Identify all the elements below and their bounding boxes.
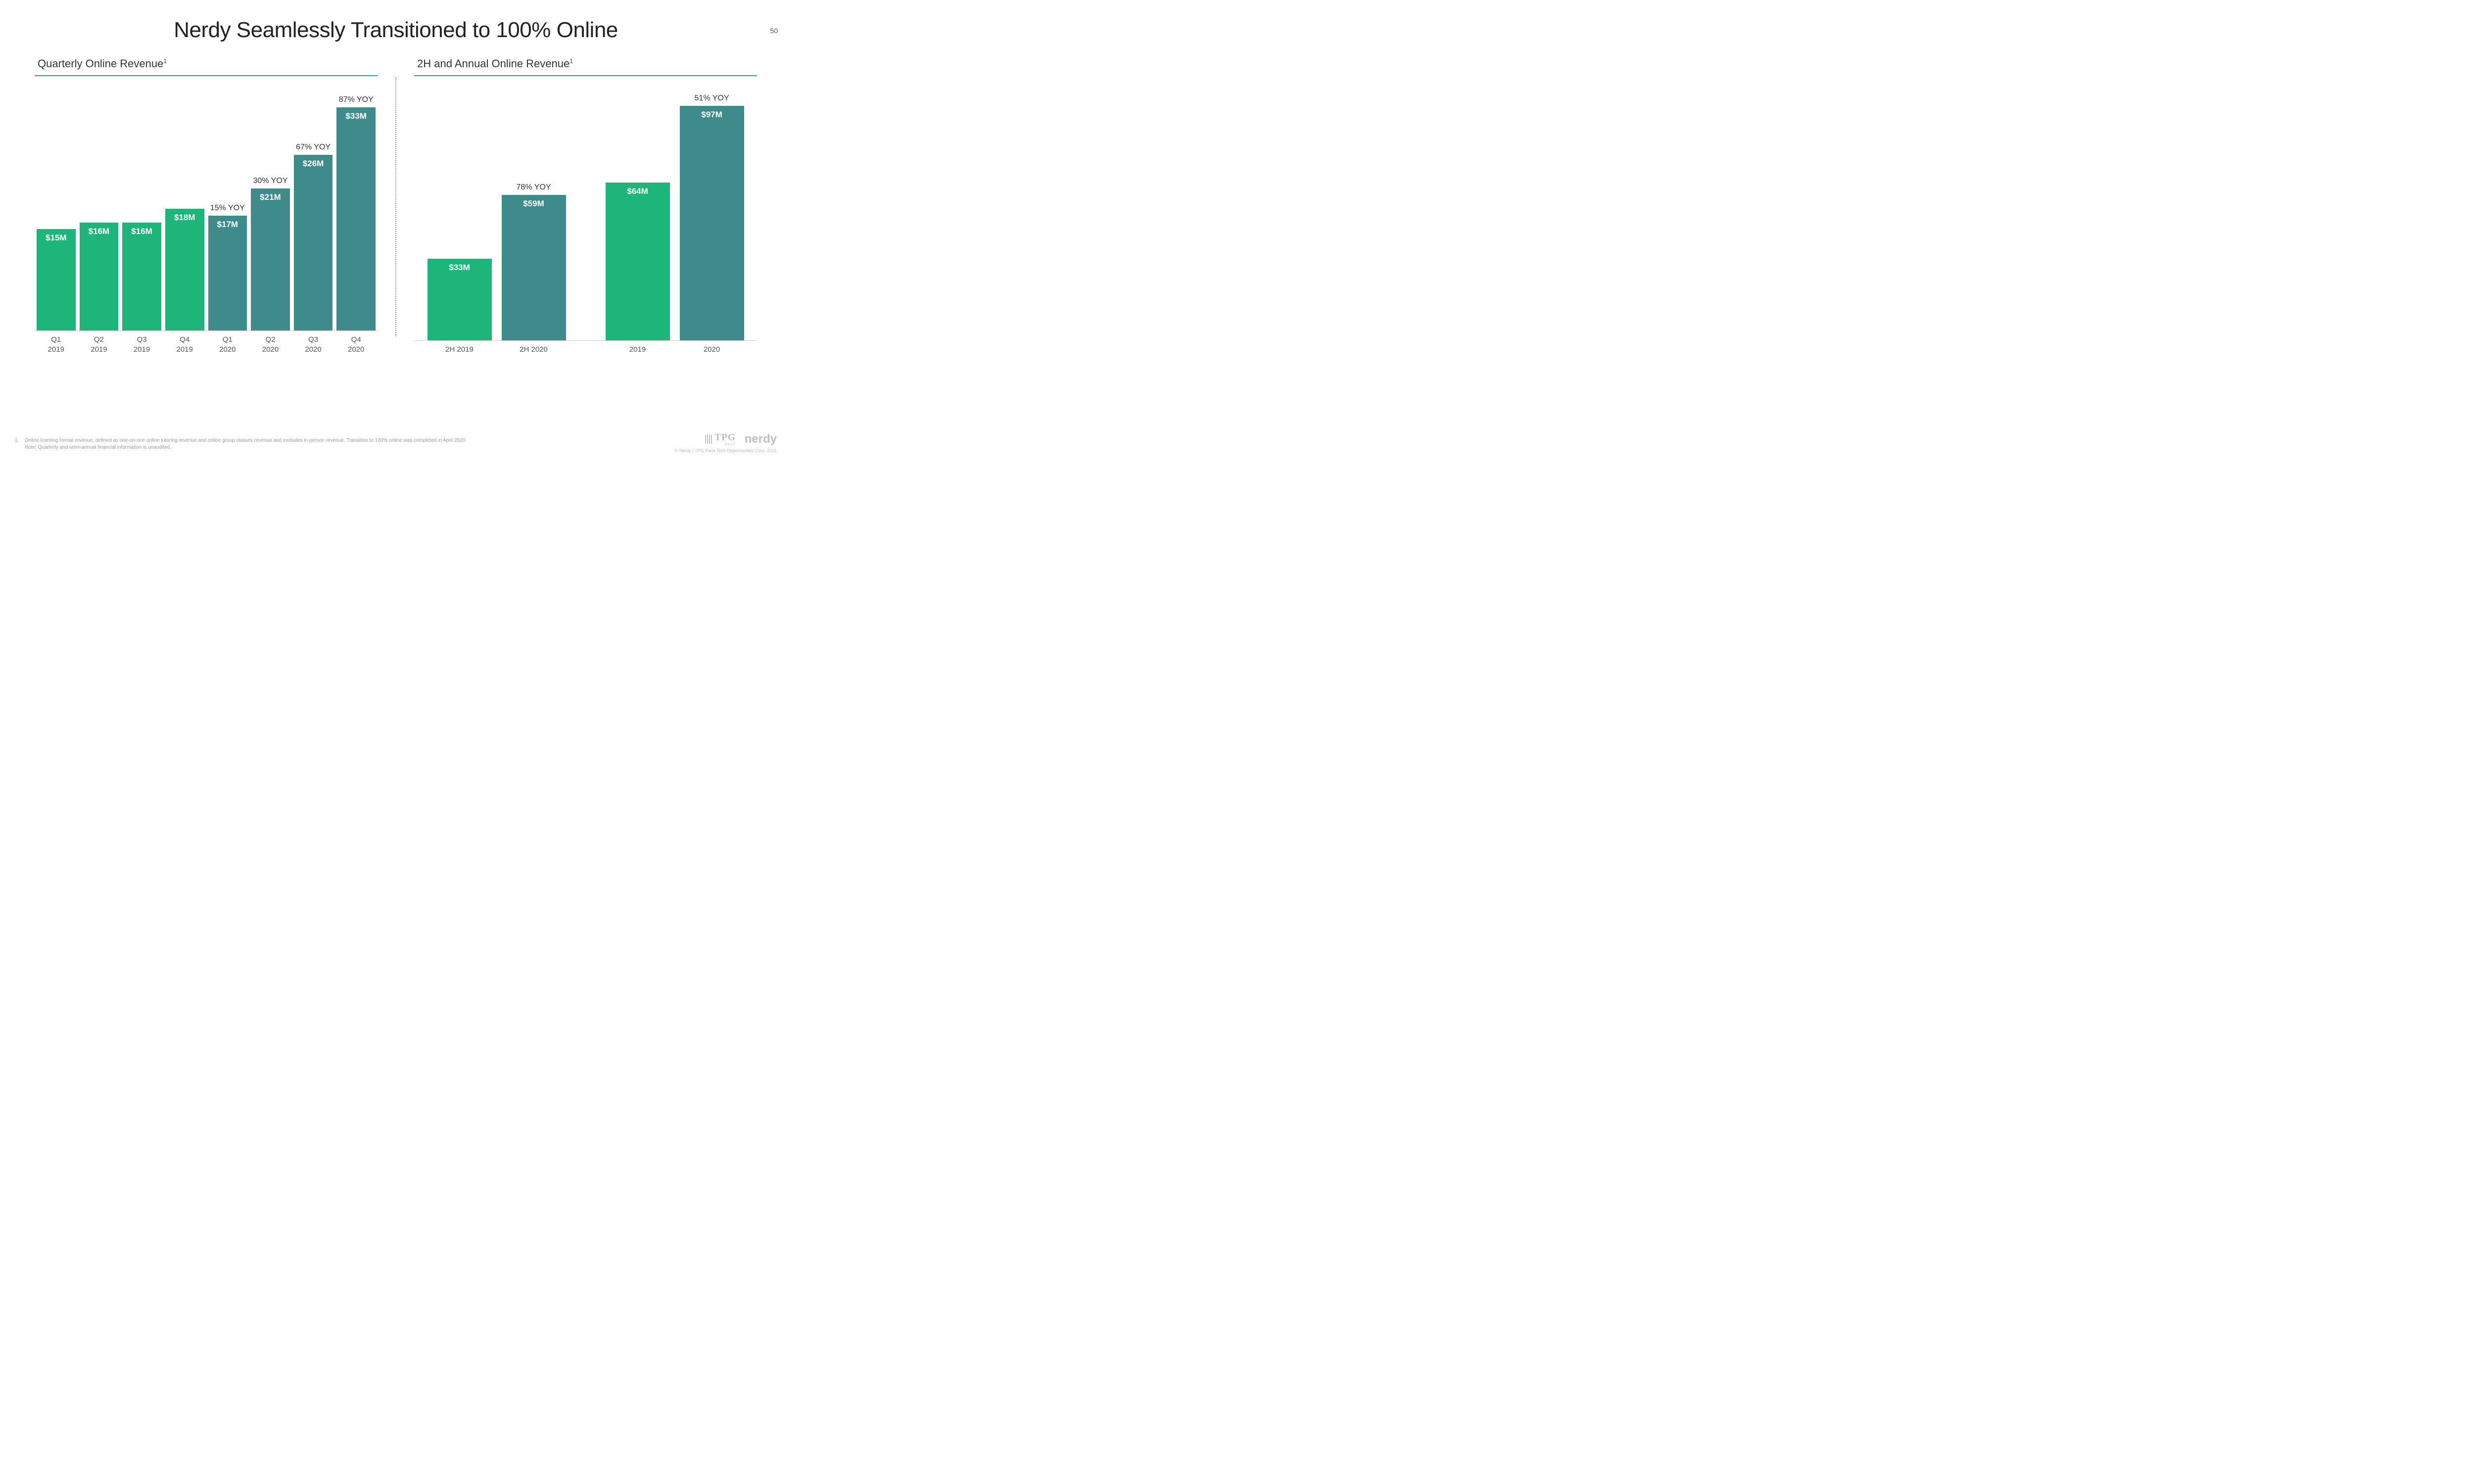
footer-logos: TPG PACE nerdy © Nerdy / TPG Pace Tech O… <box>675 432 777 453</box>
bar-group: 67% YOY $26M <box>294 94 333 330</box>
charts-row: Quarterly Online Revenue1 $15M$16M$16M$1… <box>35 57 757 354</box>
bar-group: 30% YOY $21M <box>251 94 290 330</box>
x-axis-label: Q32020 <box>294 335 333 354</box>
x-axis-label: Q22020 <box>251 335 290 354</box>
bar-value-label: $18M <box>174 213 195 223</box>
right-subtitle-sup: 1 <box>570 58 573 65</box>
tpg-text: TPG <box>714 432 736 443</box>
bar: $59M <box>502 195 566 340</box>
bar-value-label: $16M <box>89 227 110 236</box>
bar-group: $16M <box>80 94 119 330</box>
right-subtitle-text: 2H and Annual Online Revenue <box>417 57 570 70</box>
bar: $33M <box>336 107 376 330</box>
copyright: © Nerdy / TPG Pace Tech Opportunities Co… <box>675 448 777 453</box>
right-xaxis: 2H 2019 2H 2020 2019 2020 <box>414 341 757 355</box>
footnote-number: 1. <box>15 437 25 444</box>
bar-value-label: $59M <box>523 199 544 209</box>
tpg-bars-icon <box>705 435 712 444</box>
yoy-label: 30% YOY <box>253 177 287 186</box>
bar: $18M <box>165 209 204 330</box>
x-axis-label: Q42019 <box>165 335 204 354</box>
bar: $17M <box>208 216 247 330</box>
bar-group: $16M <box>122 94 161 330</box>
page-number: 50 <box>770 27 778 35</box>
bar: $64M <box>606 183 670 340</box>
x-axis-label: 2019 <box>606 345 670 355</box>
bar-group: $15M <box>37 94 76 330</box>
left-bar-chart: $15M $16M $16M $18M 15% YOY $17M 30% YOY $21M 67… <box>35 84 378 331</box>
tpg-logo: TPG PACE <box>705 432 736 446</box>
left-subtitle-sup: 1 <box>163 58 167 65</box>
left-chart-subtitle: Quarterly Online Revenue1 <box>35 57 378 76</box>
bar: $26M <box>294 155 333 330</box>
bar: $21M <box>251 188 290 330</box>
nerdy-logo: nerdy <box>745 432 777 446</box>
left-subtitle-text: Quarterly Online Revenue <box>38 57 163 70</box>
x-axis-label: Q32019 <box>122 335 161 354</box>
bar-value-label: $64M <box>627 186 648 196</box>
x-axis-label: Q22019 <box>80 335 119 354</box>
bar-group: $33M <box>428 94 492 340</box>
bar: $15M <box>37 229 76 330</box>
right-chart-panel: 2H and Annual Online Revenue1 $33M 78% YO… <box>399 57 757 354</box>
page-title: Nerdy Seamlessly Transitioned to 100% On… <box>0 18 792 43</box>
right-chart-subtitle: 2H and Annual Online Revenue1 <box>414 57 757 76</box>
right-bar-chart: $33M 78% YOY $59M $64M 51% YOY $97M <box>414 84 757 341</box>
x-axis-label: Q12019 <box>37 335 76 354</box>
tpg-subtext: PACE <box>714 443 736 446</box>
left-xaxis: Q12019Q22019Q32019Q42019Q12020Q22020Q320… <box>35 331 378 354</box>
footnote-line-2: Note: Quarterly and semi-annual financia… <box>25 445 171 450</box>
bar-group: $18M <box>165 94 204 330</box>
bar-value-label: $97M <box>701 110 722 120</box>
footnotes: 1.Online learning format revenue, define… <box>15 437 465 451</box>
x-axis-label: 2020 <box>680 345 744 355</box>
bar-value-label: $17M <box>217 220 238 230</box>
bar: $97M <box>680 106 744 340</box>
bar-value-label: $15M <box>46 233 67 243</box>
bar-value-label: $33M <box>449 263 470 273</box>
bar: $33M <box>428 259 492 340</box>
yoy-label: 87% YOY <box>339 95 374 104</box>
xaxis-spacer <box>576 345 596 355</box>
x-axis-label: Q42020 <box>336 335 376 354</box>
bar-group: 15% YOY $17M <box>208 94 247 330</box>
bar-value-label: $21M <box>260 192 281 202</box>
yoy-label: 67% YOY <box>296 143 331 152</box>
left-chart-panel: Quarterly Online Revenue1 $15M $16M $16M $1… <box>35 57 392 354</box>
bar-group: 78% YOY $59M <box>502 94 566 340</box>
bar-group: 87% YOY $33M <box>336 94 376 330</box>
bar-value-label: $26M <box>303 159 324 169</box>
yoy-label: 78% YOY <box>517 183 551 192</box>
yoy-label: 15% YOY <box>210 204 245 213</box>
vertical-divider <box>395 77 396 336</box>
yoy-label: 51% YOY <box>695 94 729 103</box>
footnote-line-1: Online learning format revenue, defined … <box>25 438 465 443</box>
bar-group: $64M <box>606 94 670 340</box>
x-axis-label: 2H 2020 <box>502 345 566 355</box>
bar-value-label: $16M <box>131 227 152 236</box>
bar-group: 51% YOY $97M <box>680 94 744 340</box>
bar-value-label: $33M <box>345 111 367 121</box>
bar: $16M <box>122 223 161 331</box>
x-axis-label: Q12020 <box>208 335 247 354</box>
x-axis-label: 2H 2019 <box>428 345 492 355</box>
bar: $16M <box>80 223 119 331</box>
